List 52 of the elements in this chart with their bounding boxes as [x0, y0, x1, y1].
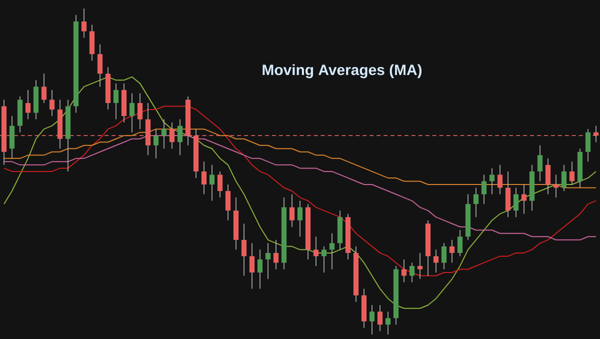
candlestick: [153, 128, 159, 159]
candlestick: [313, 236, 319, 266]
candlestick: [569, 161, 575, 185]
candlestick: [473, 187, 479, 218]
candlestick: [457, 230, 463, 257]
candlestick: [545, 158, 551, 195]
candlestick: [417, 252, 423, 280]
candlestick: [169, 122, 175, 150]
candlestick: [49, 90, 55, 116]
candlestick: [385, 311, 391, 335]
candlestick: [97, 44, 103, 88]
candlestick: [129, 92, 135, 133]
candlestick: [497, 164, 503, 195]
candlestick: [489, 168, 495, 195]
candlestick: [257, 249, 263, 290]
candlestick: [409, 262, 415, 283]
candlestick: [505, 171, 511, 218]
candlestick: [441, 242, 447, 270]
candlestick: [25, 90, 31, 120]
candlestick: [217, 171, 223, 198]
candlestick: [553, 174, 559, 198]
candlestick: [225, 184, 231, 221]
candlestick: [481, 174, 487, 204]
candlestick: [537, 144, 543, 182]
candlestick: [209, 164, 215, 202]
text: Moving Averages (MA): [262, 64, 422, 78]
candlestick: [273, 240, 279, 270]
candlestick: [9, 116, 15, 159]
candlestick: [329, 232, 335, 270]
candlestick: [369, 304, 375, 335]
candlestick: [241, 223, 247, 276]
candlestick: [513, 187, 519, 218]
candlestick: [249, 242, 255, 290]
candlestick: [561, 164, 567, 192]
candlestick: [177, 118, 183, 156]
candlestick: [161, 118, 167, 150]
candlestick: [449, 240, 455, 264]
candlestick: [377, 304, 383, 332]
candlestick: [585, 128, 591, 162]
candlestick: [297, 200, 303, 238]
candlestick: [401, 259, 407, 283]
candlestick: [321, 246, 327, 273]
candlestick: [201, 161, 207, 195]
candlestick: [137, 92, 143, 130]
candlestick: [265, 242, 271, 280]
candlestick: [521, 184, 527, 214]
candlestick: [81, 8, 87, 38]
candlestick: [41, 73, 47, 104]
candlestick: [289, 194, 295, 228]
candlestick: [113, 83, 119, 120]
candlestick: [433, 249, 439, 273]
candlestick: [89, 24, 95, 62]
